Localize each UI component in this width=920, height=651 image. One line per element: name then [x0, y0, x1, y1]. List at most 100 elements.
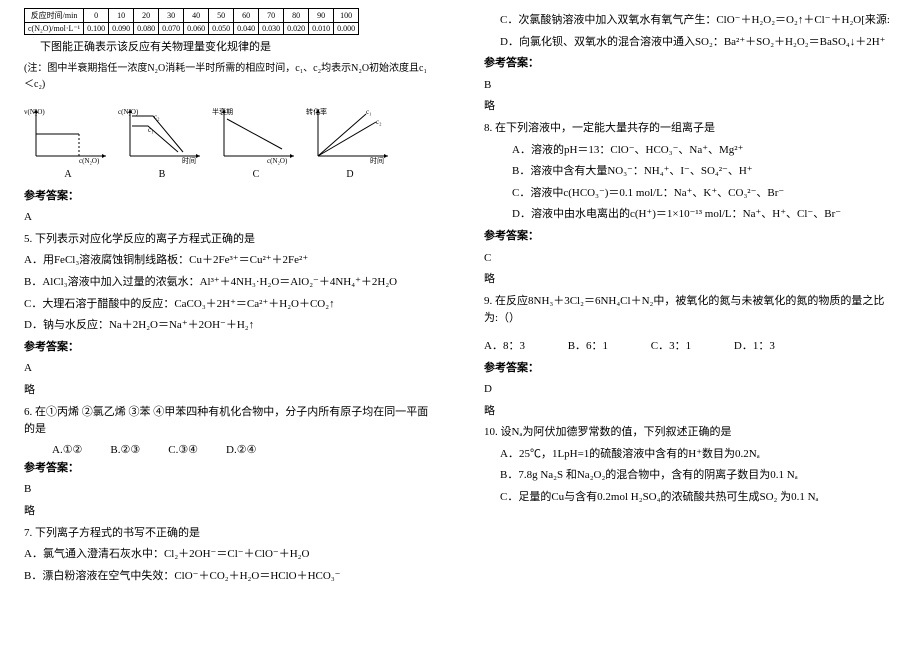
q8-opt-b: B．溶液中含有大量NO₃⁻：NH₄⁺、I⁻、SO₄²⁻、H⁺	[484, 163, 896, 181]
chart-label: B	[118, 169, 206, 180]
answer-value: B	[484, 77, 896, 95]
svg-text:时间: 时间	[182, 156, 196, 165]
q9-opt-b: B．6：1	[568, 340, 608, 352]
cell: 0.050	[209, 23, 234, 35]
q9: 9. 在反应8NH₃＋3Cl₂＝6NH₄Cl＋N₂中，被氧化的氮与未被氧化的氮的…	[484, 293, 896, 328]
q6-opt-b: B.②③	[110, 443, 140, 456]
cell: 0.030	[259, 23, 284, 35]
q7: 7. 下列离子方程式的书写不正确的是	[24, 525, 436, 543]
answer-label: 参考答案：	[484, 228, 896, 246]
cell: 0.070	[159, 23, 184, 35]
data-table: 反应时间/min 0 10 20 30 40 50 60 70 80 90 10…	[24, 8, 359, 35]
answer-value: A	[24, 360, 436, 378]
chart-a: v(N₂O) c(N₂O) A	[24, 99, 112, 180]
q7-opt-b: B．漂白粉溶液在空气中失效：ClO⁻＋CO₂＋H₂O＝HClO＋HCO₃⁻	[24, 568, 436, 586]
right-column: C．次氯酸钠溶液中加入双氧水有氧气产生：ClO⁻＋H₂O₂＝O₂↑＋Cl⁻＋H₂…	[460, 0, 920, 651]
q6-opt-a: A.①②	[52, 443, 82, 456]
answer-note: 略	[484, 271, 896, 289]
cell: 70	[259, 9, 284, 23]
svg-text:c₂: c₂	[154, 113, 160, 121]
cell: 0.060	[184, 23, 209, 35]
cell: 10	[109, 9, 134, 23]
q9-opt-d: D．1：3	[734, 340, 775, 352]
chart-row: v(N₂O)c(N₂O) A c(N₂O)时间 c₂c₁ B 半衰期c(N₂O)	[24, 99, 436, 180]
answer-value: A	[24, 209, 436, 227]
svg-text:c(N₂O): c(N₂O)	[79, 157, 100, 165]
q5-opt-b: B．AlCl₃溶液中加入过量的浓氨水：Al³⁺＋4NH₃·H₂O＝AlO₂⁻＋4…	[24, 274, 436, 292]
q5-opt-d: D．钠与水反应：Na＋2H₂O＝Na⁺＋2OH⁻＋H₂↑	[24, 317, 436, 335]
cell: 60	[234, 9, 259, 23]
left-column: 反应时间/min 0 10 20 30 40 50 60 70 80 90 10…	[0, 0, 460, 651]
q10: 10. 设Nₐ为阿伏加德罗常数的值，下列叙述正确的是	[484, 424, 896, 442]
q10-opt-a: A．25℃，1LpH=1的硫酸溶液中含有的H⁺数目为0.2Nₐ	[484, 446, 896, 464]
q9-options: A．8：3 B．6：1 C．3：1 D．1：3	[484, 338, 896, 356]
q6: 6. 在①丙烯 ②氯乙烯 ③苯 ④甲苯四种有机化合物中，分子内所有原子均在同一平…	[24, 404, 436, 439]
q8-opt-a: A．溶液的pH＝13：ClO⁻、HCO₃⁻、Na⁺、Mg²⁺	[484, 142, 896, 160]
answer-note: 略	[24, 382, 436, 400]
cell: 20	[134, 9, 159, 23]
chart-label: D	[306, 169, 394, 180]
cell: 0.080	[134, 23, 159, 35]
answer-label: 参考答案：	[484, 360, 896, 378]
chart-d: 转化率时间 c₁ c₂ D	[306, 99, 394, 180]
cell: 0.100	[84, 23, 109, 35]
q9-opt-a: A．8：3	[484, 340, 525, 352]
q5: 5. 下列表示对应化学反应的离子方程式正确的是	[24, 231, 436, 249]
q10-opt-b: B．7.8g Na₂S 和Na₂O₂的混合物中，含有的阴离子数目为0.1 Nₐ	[484, 467, 896, 485]
q7-opt-a: A．氯气通入澄清石灰水中：Cl₂＋2OH⁻＝Cl⁻＋ClO⁻＋H₂O	[24, 546, 436, 564]
svg-text:c(N₂O): c(N₂O)	[267, 157, 288, 165]
question-text: 下图能正确表示该反应有关物理量变化规律的是	[24, 39, 436, 57]
chart-c: 半衰期 c(N₂O) C	[212, 99, 300, 180]
cell: 0.090	[109, 23, 134, 35]
q6-opt-c: C.③④	[168, 443, 198, 456]
svg-text:转化率: 转化率	[306, 107, 327, 116]
table-row: 反应时间/min 0 10 20 30 40 50 60 70 80 90 10…	[25, 9, 359, 23]
q6-opt-d: D.②④	[226, 443, 256, 456]
answer-note: 略	[484, 98, 896, 116]
q8-opt-c: C．溶液中c(HCO₃⁻)＝0.1 mol/L：Na⁺、K⁺、CO₃²⁻、Br⁻	[484, 185, 896, 203]
svg-text:时间: 时间	[370, 156, 384, 165]
answer-value: D	[484, 381, 896, 399]
answer-note: 略	[24, 503, 436, 521]
cell: 0.000	[334, 23, 359, 35]
q7-opt-d: D．向氯化钡、双氧水的混合溶液中通入SO₂：Ba²⁺＋SO₂＋H₂O₂＝BaSO…	[484, 34, 896, 52]
cell: 0.020	[284, 23, 309, 35]
svg-text:c₁: c₁	[366, 108, 372, 116]
note-text: (注：图中半衰期指任一浓度N₂O消耗一半时所需的相应时间，c₁、c₂均表示N₂O…	[24, 61, 436, 93]
cell: 0.040	[234, 23, 259, 35]
svg-text:c₂: c₂	[376, 118, 382, 126]
answer-label: 参考答案：	[24, 188, 436, 206]
cell: 80	[284, 9, 309, 23]
svg-text:v(N₂O): v(N₂O)	[24, 108, 45, 116]
chart-label: A	[24, 169, 112, 180]
svg-text:c(N₂O): c(N₂O)	[118, 108, 139, 116]
cell: 反应时间/min	[25, 9, 84, 23]
cell: 0.010	[309, 23, 334, 35]
chart-label: C	[212, 169, 300, 180]
q7-opt-c: C．次氯酸钠溶液中加入双氧水有氧气产生：ClO⁻＋H₂O₂＝O₂↑＋Cl⁻＋H₂…	[484, 12, 896, 30]
q10-opt-c: C．足量的Cu与含有0.2mol H₂SO₄的浓硫酸共热可生成SO₂ 为0.1 …	[484, 489, 896, 507]
q5-opt-a: A．用FeCl₃溶液腐蚀铜制线路板：Cu＋2Fe³⁺＝Cu²⁺＋2Fe²⁺	[24, 252, 436, 270]
cell: 0	[84, 9, 109, 23]
cell: 30	[159, 9, 184, 23]
answer-label: 参考答案：	[24, 460, 436, 478]
answer-label: 参考答案：	[484, 55, 896, 73]
cell: 100	[334, 9, 359, 23]
q6-options: A.①② B.②③ C.③④ D.②④	[24, 443, 436, 456]
table-row: c(N₂O)/mol·L⁻¹ 0.100 0.090 0.080 0.070 0…	[25, 23, 359, 35]
answer-label: 参考答案：	[24, 339, 436, 357]
q5-opt-c: C．大理石溶于醋酸中的反应：CaCO₃＋2H⁺＝Ca²⁺＋H₂O＋CO₂↑	[24, 296, 436, 314]
q9-opt-c: C．3：1	[651, 340, 691, 352]
q8: 8. 在下列溶液中，一定能大量共存的一组离子是	[484, 120, 896, 138]
answer-value: B	[24, 481, 436, 499]
cell: 50	[209, 9, 234, 23]
cell: 40	[184, 9, 209, 23]
q8-opt-d: D．溶液中由水电离出的c(H⁺)＝1×10⁻¹³ mol/L：Na⁺、H⁺、Cl…	[484, 206, 896, 224]
cell: c(N₂O)/mol·L⁻¹	[25, 23, 84, 35]
svg-text:c₁: c₁	[148, 126, 154, 134]
answer-value: C	[484, 250, 896, 268]
cell: 90	[309, 9, 334, 23]
chart-b: c(N₂O) 时间 c₂c₁ B	[118, 99, 206, 180]
svg-text:半衰期: 半衰期	[212, 107, 233, 116]
answer-note: 略	[484, 403, 896, 421]
